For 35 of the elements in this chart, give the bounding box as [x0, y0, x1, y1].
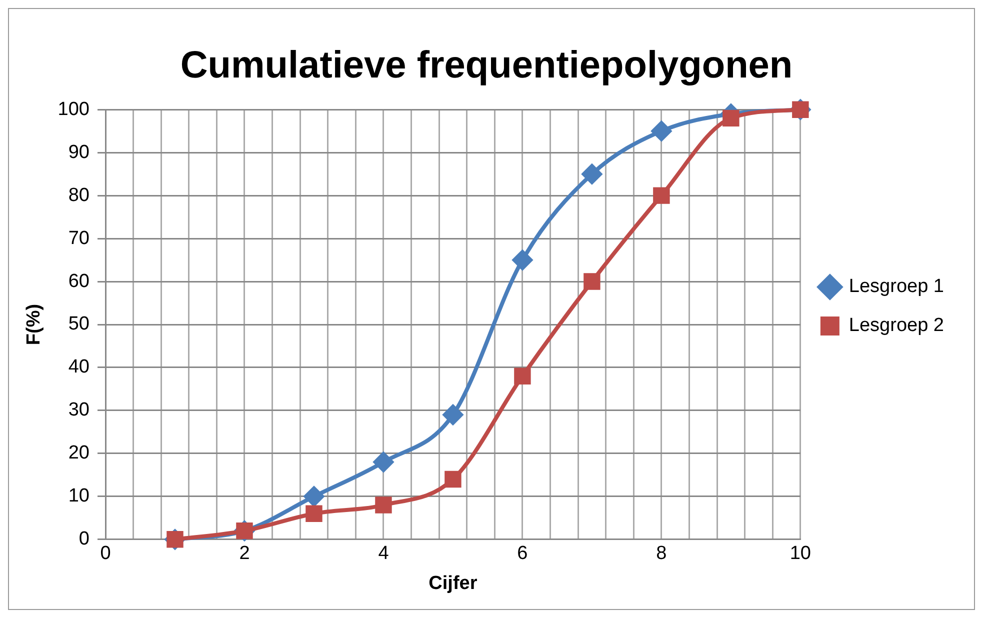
- y-tick-label: 40: [68, 356, 90, 378]
- y-tick-label: 10: [68, 486, 90, 507]
- x-tick-label: 8: [656, 543, 667, 564]
- point: [442, 404, 463, 425]
- y-tick-label: 60: [68, 270, 90, 292]
- y-tick-label: 20: [68, 442, 90, 464]
- point: [444, 470, 462, 488]
- point: [722, 110, 740, 127]
- point: [653, 187, 670, 204]
- point: [512, 250, 532, 270]
- y-tick-label: 80: [68, 184, 90, 206]
- point: [375, 496, 392, 514]
- point: [582, 164, 602, 184]
- y-axis-title: F(%): [24, 304, 45, 346]
- y-tick-label: 100: [58, 98, 90, 120]
- legend-label: Lesgroep 1: [848, 276, 944, 298]
- point: [651, 121, 672, 142]
- y-tick-label: 70: [68, 228, 90, 249]
- y-tick-label: 0: [78, 528, 90, 550]
- y-tick-label: 90: [68, 142, 90, 163]
- point: [373, 452, 394, 472]
- x-tick-label: 10: [790, 543, 811, 564]
- x-tick-label: 2: [239, 543, 250, 564]
- point: [304, 486, 324, 506]
- point: [584, 273, 600, 290]
- x-tick-label: 4: [378, 543, 390, 564]
- y-tick-label: 50: [68, 314, 90, 335]
- x-axis-title: Cijfer: [428, 572, 478, 594]
- point: [514, 368, 531, 384]
- point: [306, 505, 322, 522]
- y-tick-label: 30: [68, 400, 90, 421]
- x-tick-label: 6: [517, 543, 528, 564]
- chart-title: Cumulatieve frequentiepolygonen: [180, 44, 793, 86]
- x-tick-label: 0: [100, 543, 111, 564]
- legend-label: Lesgroep 2: [848, 315, 944, 336]
